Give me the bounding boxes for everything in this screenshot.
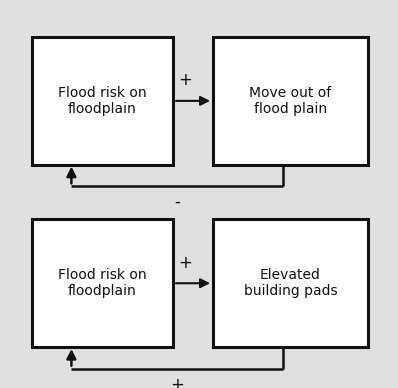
Text: +: + (178, 254, 192, 272)
Text: +: + (170, 376, 184, 388)
Text: -: - (174, 193, 180, 211)
Text: Elevated
building pads: Elevated building pads (244, 268, 338, 298)
Text: +: + (178, 71, 192, 89)
Text: Move out of
flood plain: Move out of flood plain (250, 86, 332, 116)
Bar (213, 219, 368, 347)
Text: Flood risk on
floodplain: Flood risk on floodplain (58, 86, 147, 116)
Bar (32, 37, 173, 165)
Bar (32, 219, 173, 347)
Text: Flood risk on
floodplain: Flood risk on floodplain (58, 268, 147, 298)
Bar (213, 37, 368, 165)
